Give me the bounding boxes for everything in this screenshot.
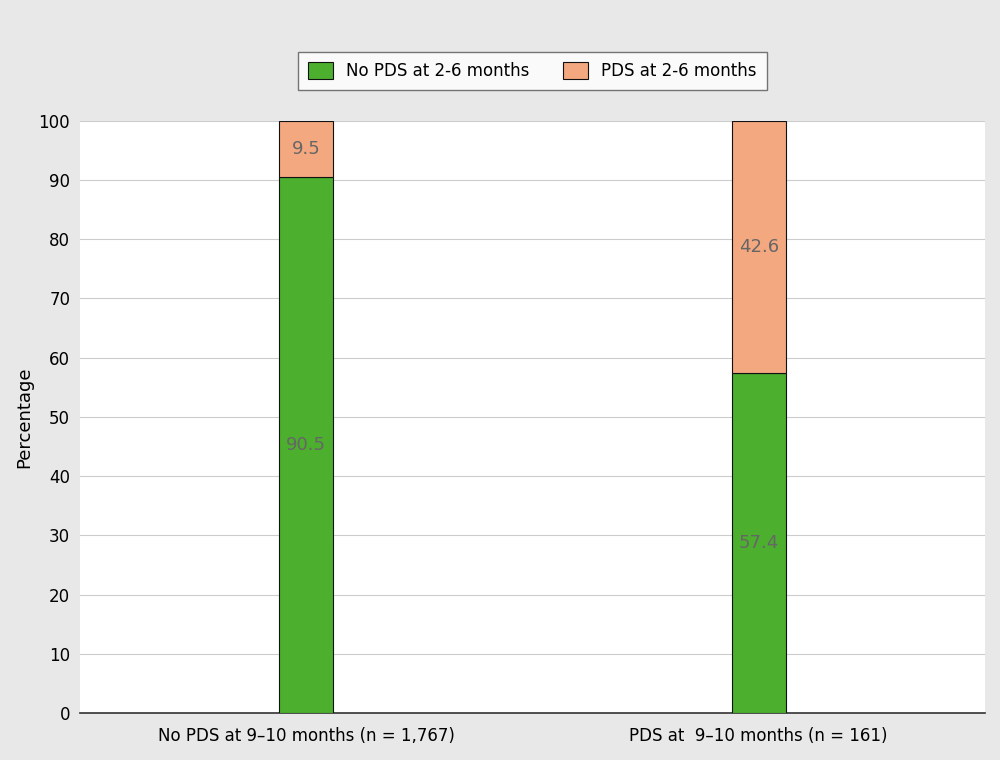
Bar bbox=[279, 121, 333, 177]
Text: 42.6: 42.6 bbox=[739, 238, 779, 256]
Text: 90.5: 90.5 bbox=[286, 436, 326, 454]
Text: 9.5: 9.5 bbox=[292, 140, 321, 158]
Legend: No PDS at 2-6 months, PDS at 2-6 months: No PDS at 2-6 months, PDS at 2-6 months bbox=[298, 52, 767, 90]
Bar bbox=[732, 121, 786, 373]
Text: 57.4: 57.4 bbox=[739, 534, 779, 552]
Y-axis label: Percentage: Percentage bbox=[15, 366, 33, 467]
Bar bbox=[732, 373, 786, 713]
Bar bbox=[279, 177, 333, 713]
